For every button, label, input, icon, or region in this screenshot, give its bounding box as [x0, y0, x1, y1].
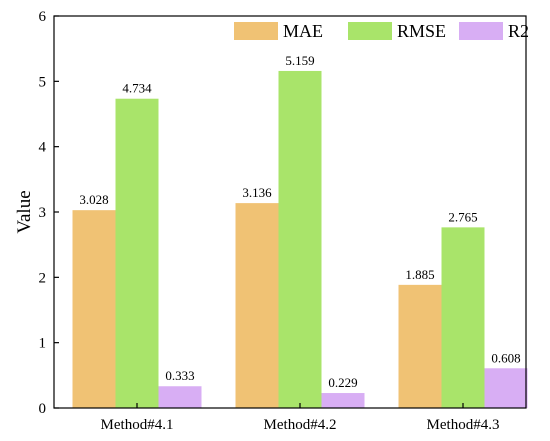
- bars-layer: [72, 70, 528, 408]
- y-tick-label: 5: [39, 74, 47, 90]
- bar-mae-2: [235, 203, 279, 408]
- y-tick-label: 6: [39, 9, 47, 25]
- legend-label-r2: R2: [508, 21, 529, 41]
- data-label-mae-3: 1.885: [405, 267, 434, 282]
- y-tick-label: 3: [39, 205, 47, 221]
- y-tick-label: 1: [39, 336, 47, 352]
- legend: MAE RMSE R2: [234, 21, 529, 41]
- y-tick-label: 2: [39, 270, 47, 286]
- legend-label-mae: MAE: [283, 21, 323, 41]
- data-label-mae-1: 3.028: [79, 192, 108, 207]
- bar-mae-1: [72, 210, 116, 408]
- bar-r2-1: [158, 386, 202, 408]
- bar-r2-3: [484, 368, 528, 408]
- x-tick-label: Method#4.3: [427, 417, 500, 433]
- bar-mae-3: [398, 284, 442, 408]
- data-label-r2-3: 0.608: [491, 350, 520, 365]
- data-label-rmse-3: 2.765: [448, 209, 477, 224]
- bar-r2-2: [321, 393, 365, 408]
- legend-swatch-r2: [459, 22, 503, 40]
- data-label-mae-2: 3.136: [242, 185, 272, 200]
- data-label-rmse-1: 4.734: [122, 81, 152, 96]
- y-tick-label: 4: [39, 140, 47, 156]
- x-tick-label: Method#4.1: [101, 417, 174, 433]
- legend-swatch-rmse: [348, 22, 392, 40]
- x-axis: Method#4.1 Method#4.2 Method#4.3: [101, 403, 500, 433]
- data-label-r2-1: 0.333: [165, 368, 194, 383]
- x-tick-label: Method#4.2: [264, 417, 337, 433]
- data-labels-layer: 3.028 4.734 0.333 3.136 5.159 0.229 1.885 2.765…: [79, 53, 520, 390]
- legend-label-rmse: RMSE: [397, 21, 446, 41]
- data-label-rmse-2: 5.159: [285, 53, 314, 68]
- y-axis-label: Value: [14, 190, 35, 233]
- bar-rmse-3: [441, 227, 485, 408]
- y-axis: 0 1 2 3 4 5 6: [39, 9, 59, 417]
- data-label-r2-2: 0.229: [328, 375, 357, 390]
- y-tick-label: 0: [39, 401, 47, 417]
- bar-rmse-2: [278, 70, 322, 408]
- legend-swatch-mae: [234, 22, 278, 40]
- bar-rmse-1: [115, 98, 159, 408]
